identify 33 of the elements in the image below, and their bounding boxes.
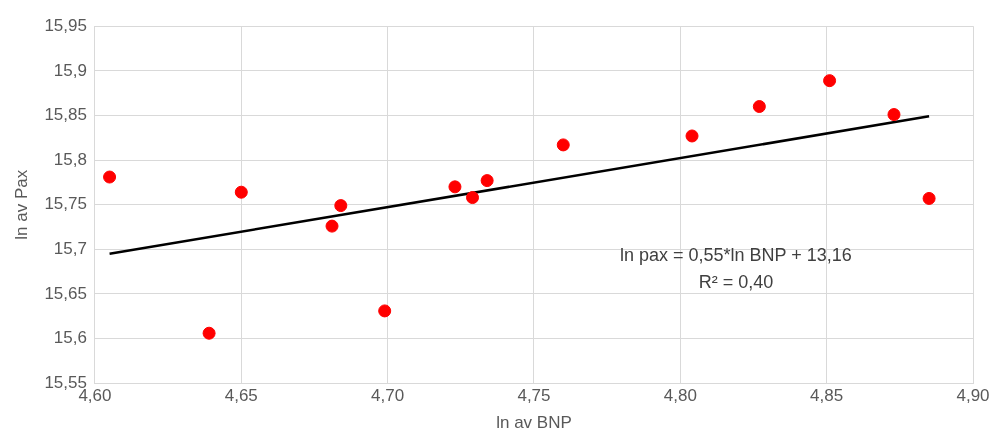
point (752, 100, 766, 114)
x-tick-label: 4,65 (224, 386, 258, 406)
y-tick-label: 15,8 (53, 149, 87, 169)
y-tick-label: 15,75 (44, 194, 87, 214)
x-tick-label: 4,90 (956, 386, 990, 406)
annotation: ln pax = 0,55*ln BNP + 13,16 (620, 245, 852, 266)
y-tick-label: 15,95 (44, 15, 87, 35)
x-tick-label: 4,70 (371, 386, 405, 406)
point (887, 108, 901, 122)
point (334, 199, 348, 213)
point (466, 191, 480, 205)
x-axis-title: ln av BNP (496, 413, 572, 433)
point (325, 219, 339, 233)
x-tick-label: 4,80 (663, 386, 697, 406)
point (685, 129, 699, 143)
point (448, 180, 462, 194)
annotation: R² = 0,40 (698, 272, 774, 293)
y-tick-label: 15,9 (53, 60, 87, 80)
y-tick-label: 15,85 (44, 105, 87, 125)
x-tick-label: 4,75 (517, 386, 551, 406)
point (234, 185, 248, 199)
y-tick-label: 15,7 (53, 239, 87, 259)
point (378, 304, 392, 318)
point (202, 326, 216, 340)
point (556, 138, 570, 152)
y-tick-label: 15,65 (44, 283, 87, 303)
point (480, 174, 494, 188)
point (823, 74, 837, 88)
x-tick-label: 4,85 (810, 386, 844, 406)
y-axis-title: ln av Pax (11, 169, 31, 240)
point (103, 170, 117, 184)
point (922, 191, 936, 205)
y-tick-label: 15,6 (53, 328, 87, 348)
